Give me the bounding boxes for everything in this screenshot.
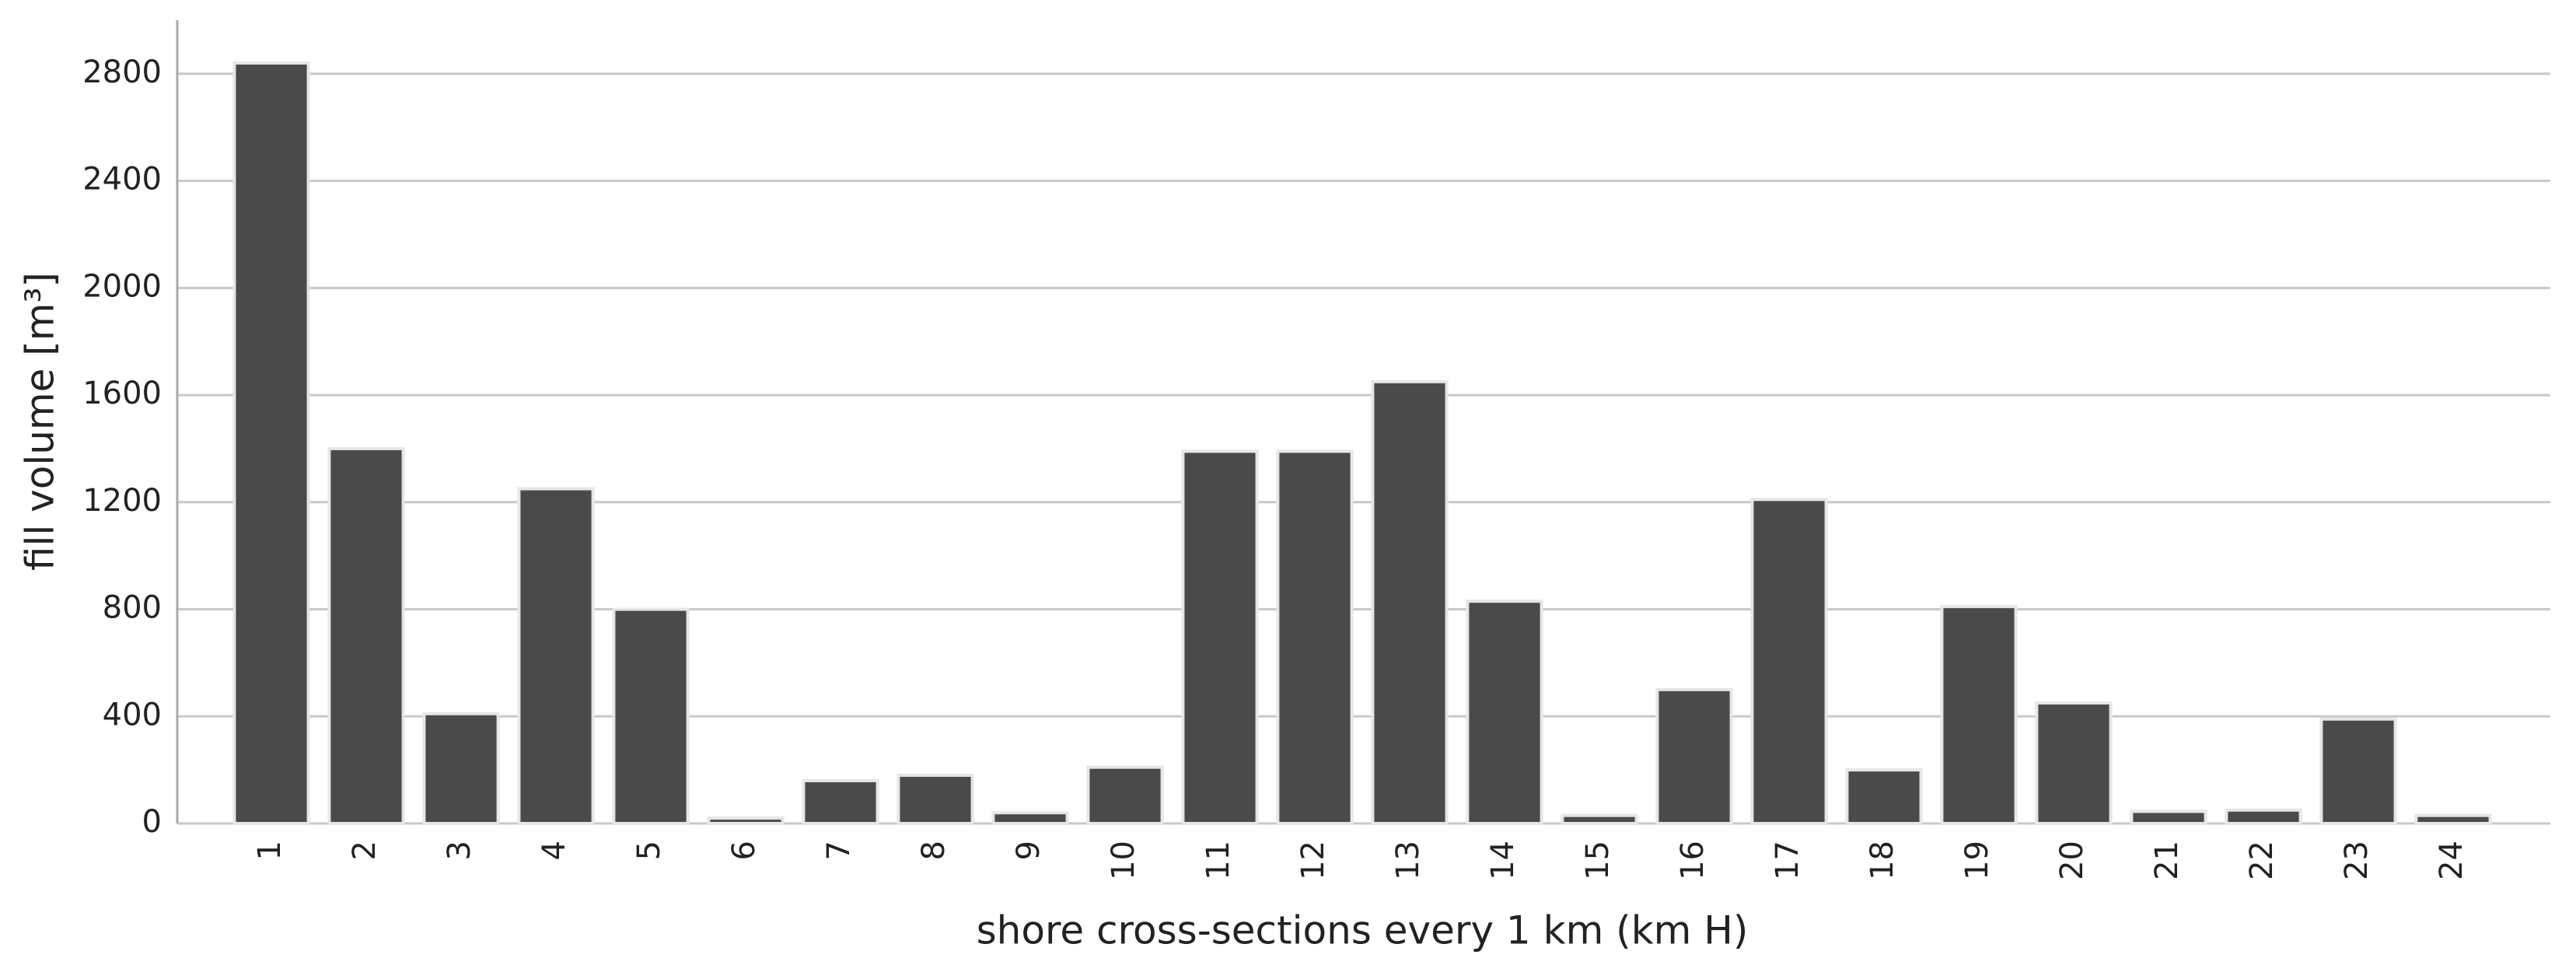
- bar: [1940, 605, 2018, 826]
- x-tick-label: 6: [726, 841, 762, 860]
- y-axis-label: fill volume [m³]: [18, 272, 63, 571]
- bar: [232, 61, 310, 826]
- x-tick-label: 1: [252, 841, 288, 860]
- x-tick-label: 18: [1865, 841, 1900, 880]
- bar: [327, 446, 405, 826]
- y-tick-label: 2000: [82, 268, 162, 304]
- bar: [1371, 379, 1449, 826]
- bar: [1086, 765, 1164, 825]
- bar: [1276, 449, 1354, 825]
- bar: [2035, 701, 2113, 825]
- bar: [707, 816, 785, 825]
- x-tick-label: 22: [2244, 841, 2280, 880]
- bar: [991, 811, 1069, 826]
- x-tick-label: 7: [821, 841, 857, 860]
- x-tick-label: 9: [1011, 841, 1047, 860]
- x-tick-label: 15: [1580, 841, 1616, 880]
- x-tick-label: 3: [442, 841, 477, 860]
- x-tick-label: 17: [1770, 841, 1805, 880]
- x-tick-label: 23: [2339, 841, 2375, 880]
- x-tick-label: 24: [2434, 841, 2469, 880]
- bar: [2130, 809, 2207, 826]
- y-tick-label: 2800: [82, 54, 162, 90]
- y-tick-label: 1200: [82, 483, 162, 519]
- bar: [1750, 498, 1828, 826]
- bar: [612, 607, 690, 825]
- bar: [897, 774, 974, 826]
- x-tick-label: 11: [1201, 841, 1236, 880]
- x-tick-label: 12: [1295, 841, 1331, 880]
- y-tick-label: 1600: [82, 376, 162, 411]
- x-tick-label: 14: [1485, 841, 1521, 880]
- y-tick-label: 0: [142, 804, 162, 840]
- bar: [2225, 808, 2302, 825]
- x-tick-label: 19: [1959, 841, 1995, 880]
- bar: [2319, 717, 2397, 826]
- bar: [422, 712, 500, 825]
- bar: [517, 487, 595, 825]
- x-tick-label: 4: [537, 841, 572, 860]
- bar: [1845, 768, 1923, 826]
- bar: [1561, 813, 1638, 826]
- bar: [802, 778, 879, 826]
- x-tick-label: 2: [347, 841, 383, 860]
- x-tick-label: 20: [2054, 841, 2090, 880]
- bar: [1655, 687, 1733, 825]
- x-tick-label: 21: [2149, 841, 2185, 880]
- x-tick-label: 5: [631, 841, 667, 860]
- x-axis-label: shore cross-sections every 1 km (km H): [977, 908, 1749, 953]
- x-tick-label: 10: [1106, 841, 1141, 880]
- y-tick-label: 2400: [82, 162, 162, 198]
- bar: [2414, 813, 2492, 826]
- bar: [1466, 600, 1543, 825]
- bar: [1181, 449, 1259, 825]
- x-tick-label: 13: [1390, 841, 1426, 880]
- y-tick-label: 800: [103, 590, 162, 626]
- y-tick-label: 400: [103, 697, 162, 733]
- x-tick-label: 16: [1675, 841, 1711, 880]
- x-tick-label: 8: [916, 841, 952, 860]
